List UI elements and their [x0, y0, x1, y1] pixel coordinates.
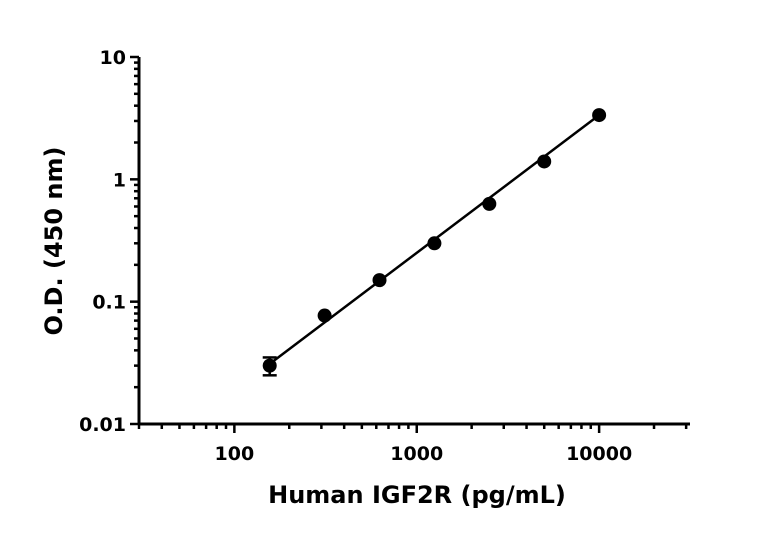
data-point [592, 108, 607, 123]
y-tick-label: 0.1 [92, 292, 126, 314]
x-tick-label: 10000 [566, 443, 632, 465]
x-tick-label: 100 [215, 443, 255, 465]
x-axis-label: Human IGF2R (pg/mL) [268, 481, 566, 509]
data-point [537, 154, 552, 169]
y-tick-label: 1 [113, 169, 126, 191]
y-tick-label: 0.01 [79, 414, 126, 436]
axes [137, 57, 690, 426]
data-point [262, 358, 277, 373]
x-tick-label: 1000 [390, 443, 443, 465]
y-tick-label: 10 [100, 47, 126, 69]
data-point [317, 308, 332, 323]
y-axis-label: O.D. (450 nm) [40, 147, 68, 336]
data-point [482, 196, 497, 211]
data-point [427, 236, 442, 251]
ticks: 0.01 0.1 1 10 100 1000 10000 [79, 47, 688, 465]
data-point [372, 273, 387, 288]
data-points [262, 108, 607, 377]
